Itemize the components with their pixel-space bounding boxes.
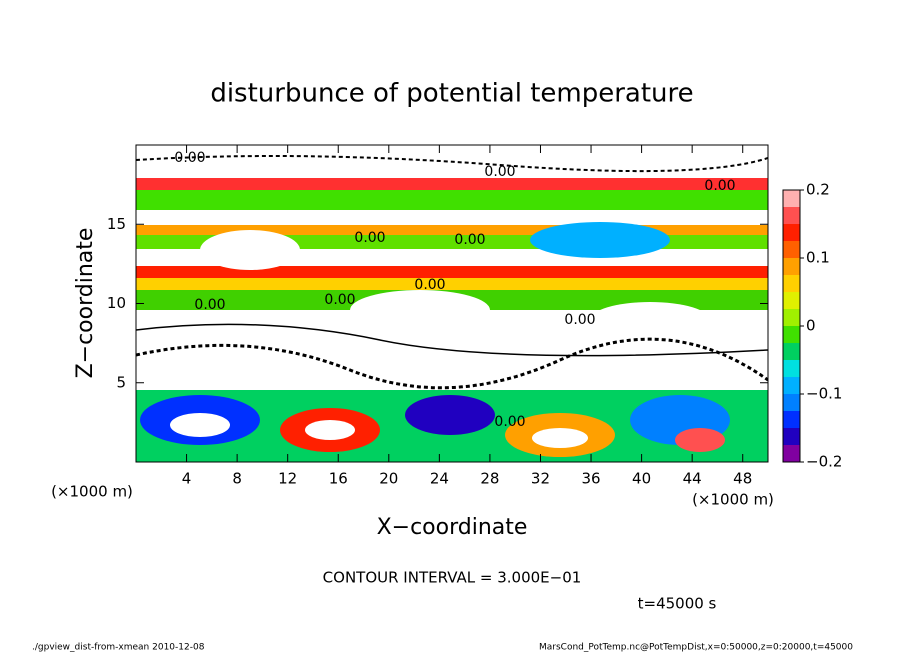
x-unit: (×1000 m) [692,491,774,509]
x-tick-label: 48 [733,470,752,488]
colorbar-tick-label: 0 [806,317,816,335]
contour-label: 0.00 [194,297,225,313]
colorbar-bin [783,292,800,309]
x-tick-label: 12 [278,470,297,488]
contour-label: 0.00 [324,292,355,308]
colorbar-bin [783,275,800,292]
contour-field [136,145,768,462]
contour-label: 0.00 [494,414,525,430]
x-axis-label: X−coordinate [377,515,528,540]
colorbar-bin [783,445,800,462]
colorbar-bin [783,326,800,343]
x-tick-label: 44 [683,470,702,488]
x-tick-label: 24 [430,470,449,488]
contour-interval: CONTOUR INTERVAL = 3.000E−01 [323,569,582,587]
colorbar-bin [783,360,800,377]
x-tick-label: 40 [632,470,651,488]
colorbar-bin [783,394,800,411]
contour-label: 0.00 [354,230,385,246]
colorbar-bin [783,207,800,224]
chart-title: disturbunce of potential temperature [210,79,693,109]
contour-label: 0.00 [454,232,485,248]
y-axis-label: Z−coordinate [73,228,98,379]
colorbar-bin [783,411,800,428]
colorbar-tick-label: 0.1 [806,249,830,267]
x-tick-label: 16 [329,470,348,488]
colorbar-bin [783,428,800,445]
colorbar-bin [783,224,800,241]
contour-label: 0.00 [174,150,205,166]
x-tick-label: 20 [379,470,398,488]
colorbar-bin [783,241,800,258]
colorbar-tick-label: −0.2 [806,453,842,471]
colorbar-tick-label: 0.2 [806,181,830,199]
x-tick-label: 32 [531,470,550,488]
x-tick-label: 36 [581,470,600,488]
colorbar-bin [783,377,800,394]
x-tick-label: 8 [232,470,242,488]
y-tick-label: 15 [107,215,126,233]
y-tick-label: 10 [107,294,126,312]
colorbar-bin [783,258,800,275]
footer-left: ./gpview_dist-from-xmean 2010-12-08 [32,643,205,653]
x-tick-label: 28 [480,470,499,488]
footer-right: MarsCond_PotTemp.nc@PotTempDist,x=0:5000… [539,643,853,653]
colorbar-bin [783,309,800,326]
colorbar-tick-label: −0.1 [806,385,842,403]
contour-label: 0.00 [414,277,445,293]
contour-label: 0.00 [484,164,515,180]
x-tick-label: 4 [182,470,192,488]
colorbar-bin [783,343,800,360]
contour-label: 0.00 [564,312,595,328]
colorbar-bin [783,190,800,207]
y-unit: (×1000 m) [51,483,133,501]
time-label: t=45000 s [638,595,717,613]
contour-label: 0.00 [704,178,735,194]
y-tick-label: 5 [116,373,126,391]
